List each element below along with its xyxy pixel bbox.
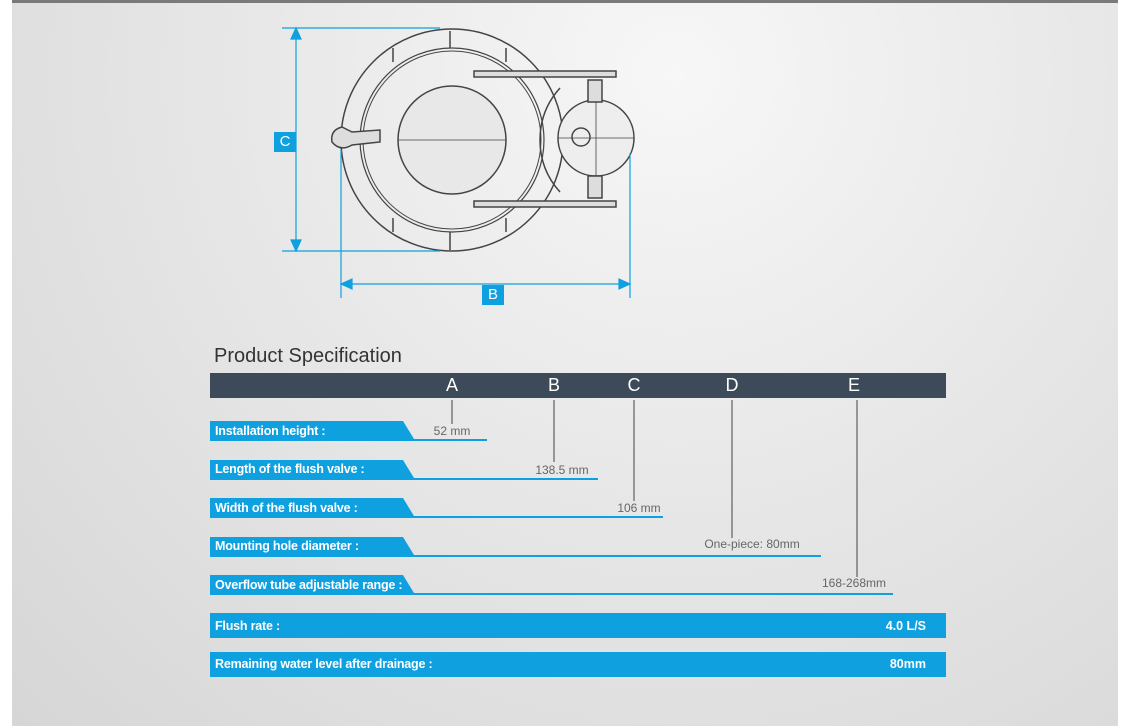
column-leader-lines (451, 400, 858, 577)
row-label-flush-rate: Flush rate : (215, 619, 280, 633)
column-d: D (725, 375, 739, 395)
dimension-c-label: C (274, 132, 296, 152)
row-label-mounting-hole: Mounting hole diameter : (215, 539, 359, 553)
row-value-width: 106 mm (617, 501, 661, 515)
row-value-mounting-hole: One-piece: 80mm (704, 537, 800, 551)
row-value-remaining-water: 80mm (889, 657, 926, 671)
spec-row-shapes (210, 421, 946, 677)
column-a: A (445, 375, 459, 395)
column-b: B (547, 375, 561, 395)
dimension-b-label: B (482, 285, 504, 305)
column-e: E (847, 375, 861, 395)
row-label-overflow-range: Overflow tube adjustable range : (215, 578, 403, 592)
row-value-length: 138.5 mm (535, 463, 589, 477)
column-header-bar (210, 373, 946, 398)
row-value-installation-height: 52 mm (433, 424, 471, 438)
row-label-length: Length of the flush valve : (215, 462, 365, 476)
row-label-remaining-water: Remaining water level after drainage : (215, 657, 433, 671)
row-label-width: Width of the flush valve : (215, 501, 358, 515)
section-title: Product Specification (214, 345, 402, 367)
row-value-overflow-range: 168-268mm (821, 576, 887, 590)
row-label-installation-height: Installation height : (215, 424, 326, 438)
column-c: C (627, 375, 641, 395)
row-value-flush-rate: 4.0 L/S (885, 619, 926, 633)
